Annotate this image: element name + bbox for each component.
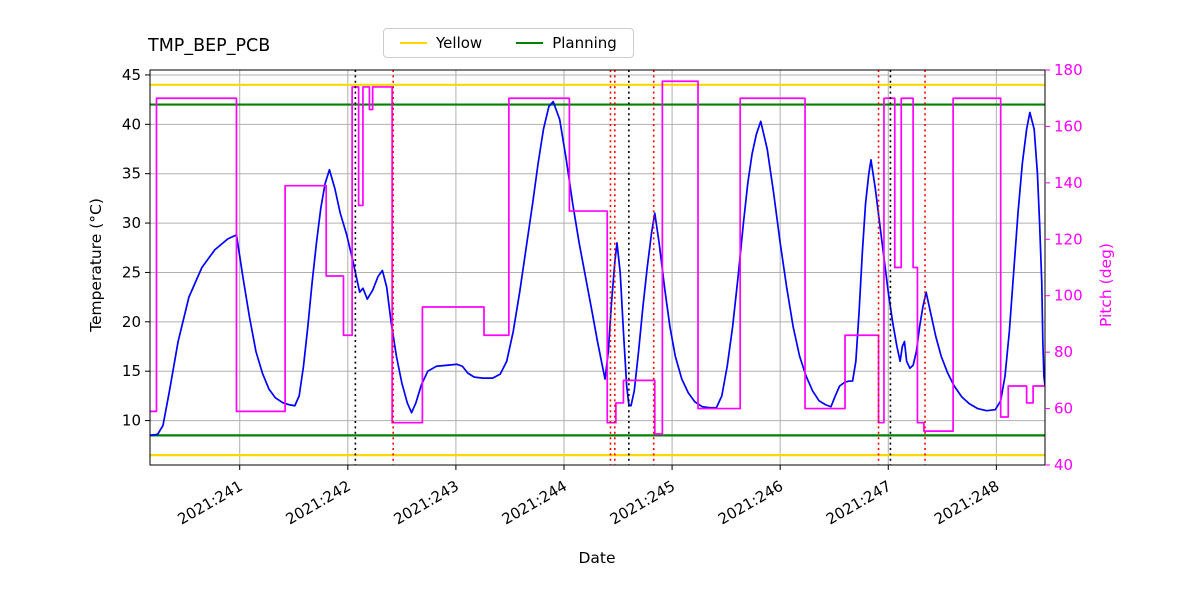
y-left-tick-label: 20 bbox=[122, 313, 141, 331]
y-right-tick-label: 160 bbox=[1054, 117, 1083, 135]
y-left-tick-label: 10 bbox=[122, 412, 141, 430]
series-pitch-line bbox=[150, 80, 1045, 435]
grid bbox=[150, 70, 1045, 465]
y-right-tick-label: 100 bbox=[1054, 287, 1083, 305]
y-left-tick-label: 30 bbox=[122, 214, 141, 232]
y-axis-label-pitch: Pitch (deg) bbox=[1097, 243, 1115, 327]
x-tick-label: 2021:241 bbox=[174, 477, 245, 529]
y-right-tick-label: 60 bbox=[1054, 400, 1073, 418]
yellow-line-swatch bbox=[400, 42, 427, 44]
y-right-tick-label: 180 bbox=[1054, 61, 1083, 79]
series-group bbox=[150, 80, 1045, 437]
y-right-tick-label: 140 bbox=[1054, 174, 1083, 192]
y-left-tick-label: 15 bbox=[122, 362, 141, 380]
y-right-tick-label: 80 bbox=[1054, 343, 1073, 361]
x-tick-label: 2021:242 bbox=[283, 477, 354, 529]
x-tick-label: 2021:243 bbox=[391, 477, 462, 529]
y-left-tick-label: 40 bbox=[122, 115, 141, 133]
legend-label-yellow: Yellow bbox=[436, 34, 483, 52]
axes-spines bbox=[149, 69, 1046, 466]
x-tick-label: 2021:246 bbox=[715, 477, 786, 529]
y-left-tick-label: 25 bbox=[122, 263, 141, 281]
y-axis-label-temperature: Temperature (°C) bbox=[87, 198, 105, 332]
plot-background bbox=[150, 70, 1045, 465]
planning-line-swatch bbox=[516, 42, 544, 44]
y-left-tick-label: 35 bbox=[122, 165, 141, 183]
x-tick-label: 2021:245 bbox=[607, 477, 678, 529]
y-right-tick-label: 120 bbox=[1054, 230, 1083, 248]
legend-label-planning: Planning bbox=[552, 34, 617, 52]
x-tick-label: 2021:247 bbox=[823, 477, 894, 529]
x-tick-label: 2021:248 bbox=[931, 477, 1002, 529]
x-tick-label: 2021:244 bbox=[499, 477, 570, 529]
legend-item-planning: Planning bbox=[516, 34, 617, 52]
series-temperature-line bbox=[150, 100, 1045, 437]
legend-item-yellow: Yellow bbox=[400, 34, 482, 52]
y-left-tick-label: 45 bbox=[122, 66, 141, 84]
legend: Yellow Planning bbox=[383, 28, 634, 58]
y-right-tick-label: 40 bbox=[1054, 456, 1073, 474]
chart-title: TMP_BEP_PCB bbox=[148, 36, 271, 56]
x-axis-label: Date bbox=[578, 549, 616, 567]
